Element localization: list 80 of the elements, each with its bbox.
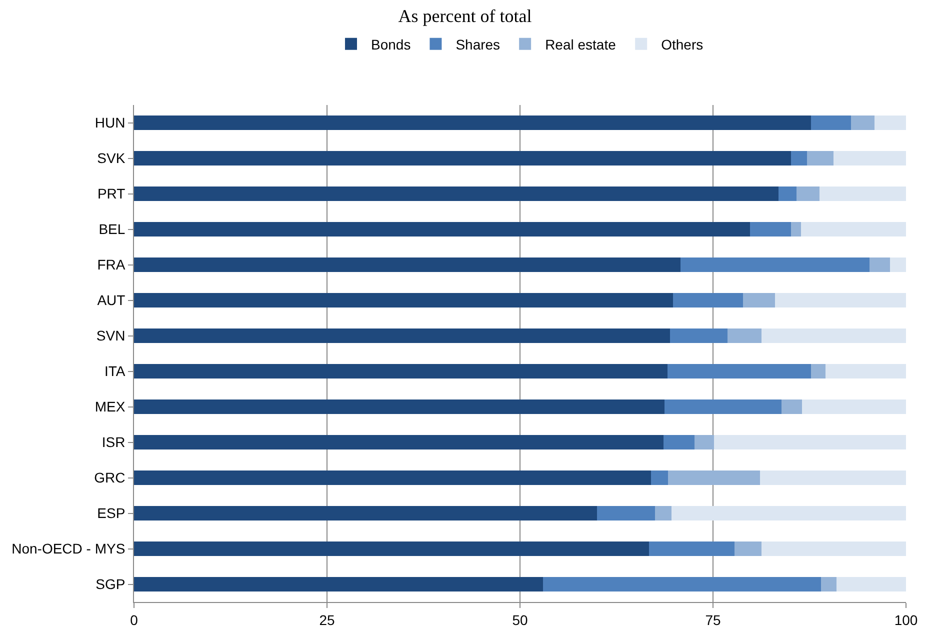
bar [134, 328, 670, 344]
bar [802, 399, 906, 414]
bar [664, 399, 782, 414]
bar [667, 364, 812, 379]
y-tick-label: SGP [96, 576, 126, 592]
bar [714, 434, 906, 450]
legend-label: Bonds [371, 36, 411, 52]
y-tick-label: ITA [104, 363, 126, 380]
bar [728, 328, 762, 344]
bar [796, 186, 820, 202]
y-tick-label: ISR [102, 434, 126, 450]
bar [670, 328, 728, 344]
y-tick-label: AUT [97, 292, 126, 308]
bar [782, 399, 802, 414]
bar [694, 434, 714, 450]
bar [750, 222, 791, 237]
bar [870, 257, 890, 272]
legend-label: Shares [456, 36, 500, 52]
bar [762, 541, 906, 556]
bar [671, 506, 906, 521]
bar [134, 150, 791, 166]
bar [833, 150, 906, 166]
x-tick-label: 75 [705, 612, 721, 628]
bar [668, 470, 760, 486]
legend-label: Others [661, 36, 704, 52]
bar [134, 506, 598, 521]
bar [134, 222, 750, 237]
bar [680, 257, 870, 272]
x-tick-label: 100 [894, 612, 918, 628]
bar [134, 576, 544, 592]
bar [664, 434, 694, 450]
bar [778, 186, 796, 202]
bar [836, 576, 906, 592]
bar [811, 115, 852, 130]
bar [134, 434, 664, 450]
y-tick-label: BEL [98, 221, 126, 238]
chart-title: As percent of total [398, 6, 532, 26]
bar [134, 399, 664, 414]
bar [655, 506, 672, 521]
x-tick-label: 50 [512, 612, 528, 628]
bar [851, 115, 874, 130]
bar [543, 576, 822, 592]
bar [743, 292, 775, 308]
y-tick-label: GRC [94, 470, 126, 486]
bar [597, 506, 656, 521]
bar [790, 150, 808, 166]
bar [134, 541, 649, 556]
y-tick-label: ESP [97, 505, 126, 522]
bar [774, 292, 906, 308]
bar [672, 292, 744, 308]
bar [790, 222, 802, 237]
x-tick-label: 25 [319, 612, 335, 628]
y-tick-label: HUN [94, 114, 126, 131]
bar [821, 576, 837, 592]
bar [874, 115, 906, 130]
y-tick-label: FRA [97, 256, 126, 273]
y-tick-label: SVK [97, 150, 126, 166]
x-tick-label: 0 [130, 612, 138, 628]
bar [134, 115, 812, 130]
bar [890, 257, 906, 272]
bar [762, 328, 906, 344]
bar [811, 364, 826, 379]
bar [134, 364, 668, 379]
bar [807, 150, 834, 166]
legend-label: Real estate [545, 36, 616, 52]
bar [826, 364, 906, 379]
y-tick-label: PRT [97, 186, 126, 202]
bar [734, 541, 762, 556]
y-tick-label: SVN [96, 328, 126, 344]
bar [134, 186, 779, 202]
bar [801, 222, 906, 237]
bar [134, 470, 652, 486]
bar [760, 470, 906, 486]
bar [648, 541, 735, 556]
y-tick-label: Non-OECD - MYS [12, 540, 126, 557]
y-tick-label: MEX [94, 398, 126, 415]
bar [820, 186, 906, 202]
bar [134, 292, 673, 308]
bar [134, 257, 681, 272]
bar [651, 470, 668, 486]
